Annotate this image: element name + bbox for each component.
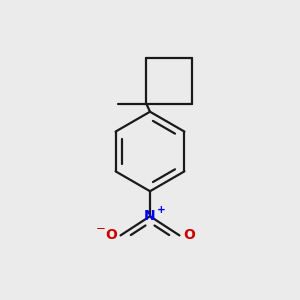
Text: O: O — [183, 228, 195, 242]
Text: N: N — [144, 209, 156, 223]
Text: −: − — [96, 222, 106, 236]
Text: O: O — [105, 228, 117, 242]
Text: +: + — [157, 205, 166, 215]
